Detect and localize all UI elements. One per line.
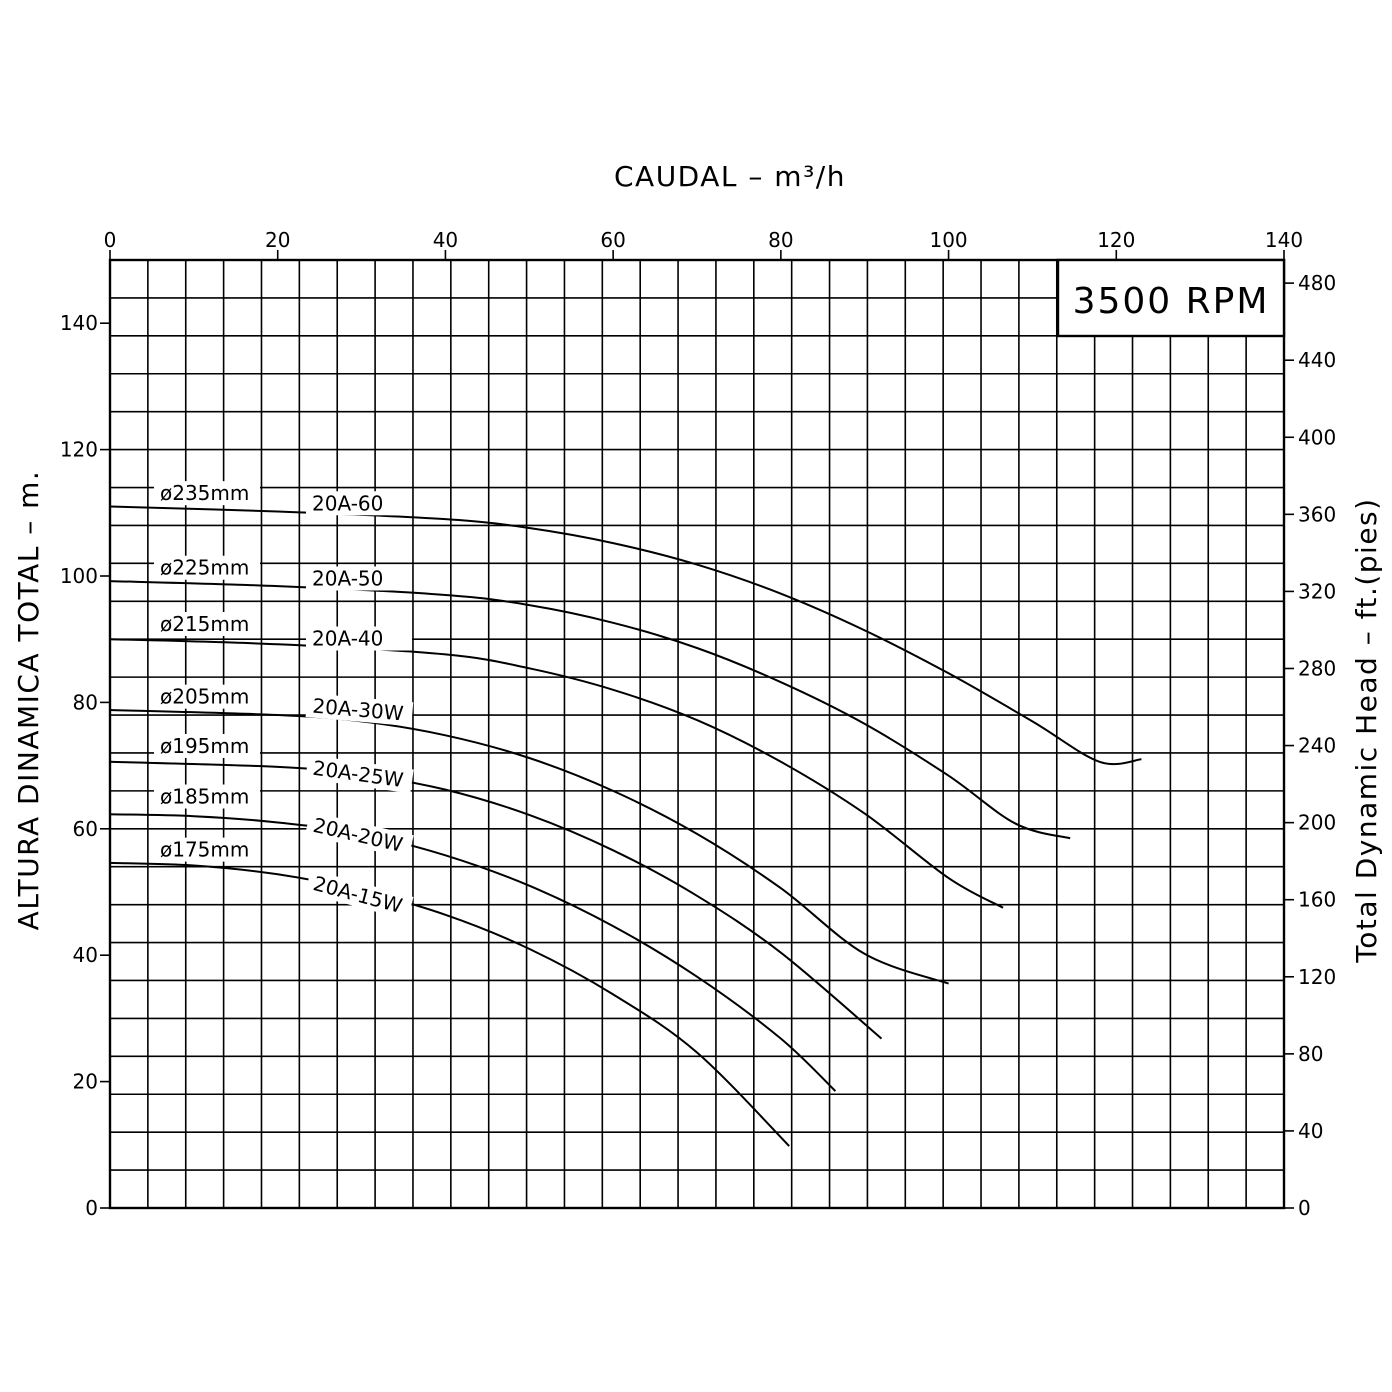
y2-tick-label: 0 <box>1298 1196 1311 1220</box>
y2-tick-label: 80 <box>1298 1042 1323 1066</box>
diameter-label: ø215mm <box>160 612 249 636</box>
diameter-label-background <box>154 555 260 580</box>
y2-axis-title: Total Dynamic Head – ft.(pies) <box>1350 497 1383 963</box>
model-label: 20A-30W <box>312 694 405 726</box>
y-tick-label: 60 <box>73 817 98 841</box>
model-label-group: 20A-50 <box>306 566 412 591</box>
model-label-group: 20A-25W <box>305 754 414 794</box>
y2-tick-label: 160 <box>1298 888 1336 912</box>
y2-tick-label: 280 <box>1298 656 1336 680</box>
diameter-label: ø235mm <box>160 481 249 505</box>
x-tick-label: 80 <box>768 228 793 252</box>
x-tick-label: 120 <box>1097 228 1135 252</box>
diameter-label: ø205mm <box>160 685 249 709</box>
model-label-background <box>304 869 414 921</box>
model-label-background <box>305 811 414 859</box>
rpm-box <box>1056 258 1286 338</box>
performance-curves <box>109 505 1142 1147</box>
diameter-label: ø175mm <box>160 838 249 862</box>
pump-curve <box>109 505 1142 766</box>
y-tick-label: 80 <box>73 690 98 714</box>
diameter-label: ø225mm <box>160 556 249 580</box>
rpm-badge: 3500 RPM <box>1056 258 1286 338</box>
y-axis-title: ALTURA DINAMICA TOTAL – m. <box>12 470 45 931</box>
model-label: 20A-40 <box>312 627 383 651</box>
y2-tick-label: 440 <box>1298 348 1336 372</box>
diameter-label-background <box>154 684 260 709</box>
x-tick-label: 140 <box>1265 228 1303 252</box>
y2-tick-label: 120 <box>1298 965 1336 989</box>
diameter-label-background <box>154 784 260 809</box>
diameter-label-background <box>154 733 260 758</box>
diameter-label-background <box>154 481 260 506</box>
model-label-group: 20A-40 <box>306 626 412 651</box>
x-axis-title: CAUDAL – m³/h <box>614 160 846 193</box>
y-tick-label: 20 <box>73 1070 98 1094</box>
pump-curve <box>109 813 837 1092</box>
plot-frame <box>108 258 1286 1210</box>
x-tick-label: 40 <box>433 228 458 252</box>
pump-curve <box>109 861 790 1147</box>
model-label-group: 20A-20W <box>305 811 414 859</box>
model-label-group: 20A-15W <box>304 869 414 921</box>
diameter-label: ø185mm <box>160 785 249 809</box>
y-tick-label: 100 <box>60 564 98 588</box>
chart-grid <box>108 258 1286 1210</box>
diameter-label: ø195mm <box>160 734 249 758</box>
model-label: 20A-25W <box>311 756 405 792</box>
diameter-label-background <box>154 837 260 862</box>
model-label: 20A-60 <box>312 491 383 515</box>
model-label: 20A-15W <box>311 871 405 918</box>
y2-tick-label: 40 <box>1298 1119 1323 1143</box>
y-tick-label: 40 <box>73 943 98 967</box>
pump-curve <box>109 760 883 1040</box>
y-tick-label: 120 <box>60 438 98 462</box>
y2-tick-label: 200 <box>1298 811 1336 835</box>
y2-tick-label: 360 <box>1298 502 1336 526</box>
model-label: 20A-50 <box>312 566 383 590</box>
y2-tick-label: 400 <box>1298 425 1336 449</box>
model-label-background <box>305 754 414 794</box>
model-label: 20A-20W <box>311 813 405 857</box>
model-label-background <box>306 491 412 516</box>
axis-ticks: 0 20 40 60 80 100 120 140 0 20 40 60 80 100 120 140 0 40 8… <box>60 228 1336 1220</box>
x-tick-label: 20 <box>265 228 290 252</box>
y-tick-label: 0 <box>85 1196 98 1220</box>
y2-tick-label: 240 <box>1298 734 1336 758</box>
model-label-group: 20A-30W <box>305 693 414 727</box>
y2-tick-label: 320 <box>1298 579 1336 603</box>
x-tick-label: 0 <box>104 228 117 252</box>
model-label-group: 20A-60 <box>306 491 412 516</box>
x-tick-label: 60 <box>600 228 625 252</box>
y2-tick-label: 480 <box>1298 271 1336 295</box>
model-label-background <box>306 626 412 651</box>
diameter-label-background <box>154 611 260 636</box>
rpm-label: 3500 RPM <box>1073 281 1270 322</box>
model-label-background <box>306 566 412 591</box>
model-label-background <box>305 693 414 727</box>
x-tick-label: 100 <box>929 228 967 252</box>
y-tick-label: 140 <box>60 311 98 335</box>
